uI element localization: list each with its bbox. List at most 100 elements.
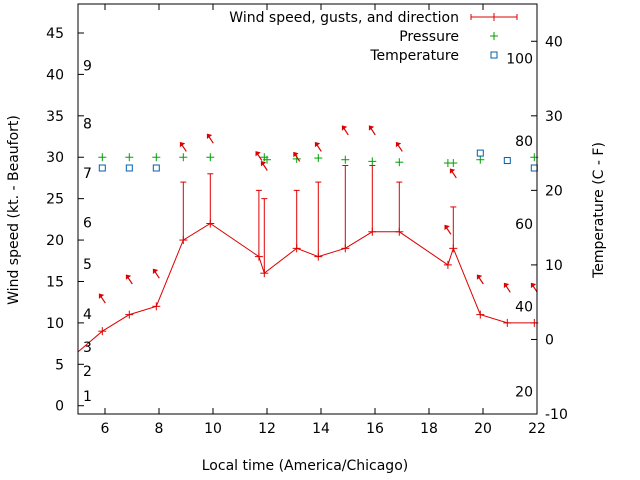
wind-point — [206, 219, 215, 228]
axes-layer: 6 8 10 12 14 16 18 20 22051015202530354045-10010… — [46, 3, 568, 437]
beaufort-label: 5 — [83, 257, 92, 273]
wind-point — [503, 318, 512, 327]
pressure-point — [179, 153, 188, 162]
legend-swatch-wind-point — [490, 13, 498, 21]
fahrenheit-label: 80 — [515, 134, 533, 150]
beaufort-label: 1 — [83, 389, 92, 405]
wind-point — [341, 244, 350, 253]
beaufort-label: 3 — [83, 340, 92, 356]
x-tick-label: 14 — [312, 421, 330, 437]
wind-direction-arrow — [530, 282, 538, 293]
beaufort-label: 2 — [83, 364, 92, 380]
y-tick-label: 35 — [46, 109, 64, 125]
x-tick-label: 10 — [204, 421, 222, 437]
beaufort-label: 9 — [83, 58, 92, 74]
y2-tick-label: 40 — [545, 34, 563, 50]
wind-point — [476, 310, 485, 319]
temperature-point — [125, 164, 133, 172]
wind-point — [443, 260, 452, 269]
wind-direction-arrow — [125, 274, 133, 285]
beaufort-label: 4 — [83, 307, 92, 323]
x-tick-label: 12 — [258, 421, 276, 437]
wind-point — [98, 327, 107, 336]
legend-label: Pressure — [399, 29, 459, 45]
y-tick-label: 5 — [55, 357, 64, 373]
plot-border — [77, 3, 538, 415]
fahrenheit-label: 20 — [515, 385, 533, 401]
y2-tick-label: -10 — [545, 407, 568, 423]
wind-direction-arrow — [98, 293, 106, 304]
x-tick-label: 20 — [474, 421, 492, 437]
pressure-point — [449, 159, 458, 168]
fahrenheit-labels: 20 40 60 80 100 — [506, 51, 533, 400]
wind-point — [125, 310, 134, 319]
wind-point — [395, 227, 404, 236]
x-axis-label: Local time (America/Chicago) — [202, 458, 408, 474]
wind-direction-arrow — [206, 133, 214, 144]
pressure-point — [206, 153, 215, 162]
wind-point — [152, 302, 161, 311]
temperature-point — [152, 164, 160, 172]
legend-swatch-pressure — [490, 32, 498, 40]
legend-label: Temperature — [369, 48, 459, 64]
pressure-point — [152, 153, 161, 162]
wind-point — [449, 244, 458, 253]
y2-tick-label: 0 — [545, 332, 554, 348]
temperature-point — [98, 164, 106, 172]
pressure-point — [341, 155, 350, 164]
x-tick-label: 6 — [101, 421, 110, 437]
beaufort-label: 8 — [83, 116, 92, 132]
y-tick-label: 30 — [46, 150, 64, 166]
wind-direction-arrow — [368, 125, 376, 136]
wind-direction-arrow — [260, 161, 268, 171]
wind-point — [260, 269, 269, 278]
y2-tick-label: 10 — [545, 258, 563, 274]
y2-axis-label: Temperature (C - F) — [591, 142, 607, 279]
beaufort-label: 6 — [83, 216, 92, 232]
wind-direction-arrow — [255, 151, 263, 161]
y-tick-label: 10 — [46, 316, 64, 332]
wind-direction-arrow — [179, 141, 187, 152]
y-tick-label: 15 — [46, 274, 64, 290]
temperature-point — [503, 157, 511, 165]
wind-direction-arrow — [341, 125, 349, 136]
pressure-point — [368, 157, 377, 166]
pressure-point — [395, 158, 404, 167]
points-layer — [98, 149, 539, 336]
y-tick-label: 20 — [46, 233, 64, 249]
beaufort-label: 7 — [83, 166, 92, 182]
y-tick-label: 45 — [46, 26, 64, 42]
wind-point — [314, 252, 323, 261]
fahrenheit-label: 60 — [515, 217, 533, 233]
x-tick-label: 8 — [155, 421, 164, 437]
wind-direction-arrow — [503, 282, 511, 293]
wind-direction-arrow — [152, 268, 160, 279]
temperature-point — [476, 149, 484, 157]
beaufort-labels: 1 2 3 4 5 6 7 8 9 — [83, 58, 92, 404]
legend-label: Wind speed, gusts, and direction — [229, 10, 459, 26]
y-tick-label: 25 — [46, 192, 64, 208]
wind-direction-arrow — [395, 141, 403, 152]
gusts-layer — [180, 165, 457, 274]
fahrenheit-label: 40 — [515, 300, 533, 316]
pressure-point — [125, 153, 134, 162]
legend-swatch-temperature — [490, 51, 498, 59]
wind-point — [179, 236, 188, 245]
wind-direction-arrow — [444, 224, 452, 235]
pressure-point — [98, 153, 107, 162]
pressure-point — [314, 154, 323, 163]
wind-point — [368, 227, 377, 236]
y2-tick-label: 30 — [545, 109, 563, 125]
y-tick-label: 40 — [46, 67, 64, 83]
x-tick-label: 22 — [528, 421, 546, 437]
fahrenheit-label: 100 — [506, 51, 533, 67]
x-tick-label: 16 — [366, 421, 384, 437]
pressure-point — [263, 155, 271, 164]
wind-direction-arrow — [476, 274, 484, 285]
wind-direction-arrow — [449, 168, 457, 179]
legend: Wind speed, gusts, and direction Pressure… — [229, 10, 518, 64]
wind-point — [254, 252, 263, 261]
pressure-point — [476, 155, 485, 164]
